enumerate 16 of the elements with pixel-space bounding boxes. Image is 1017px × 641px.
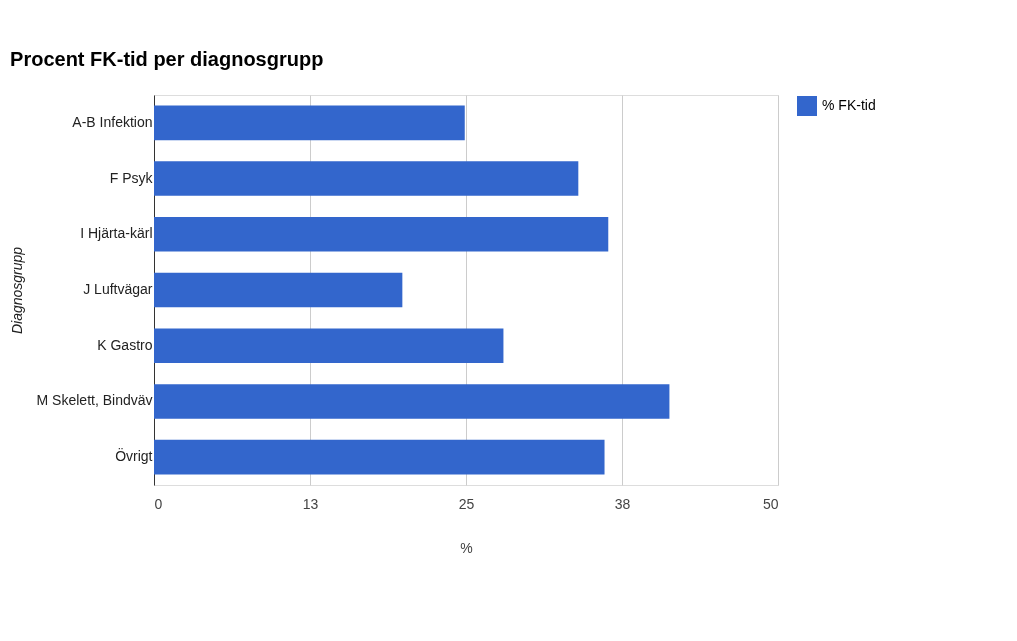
y-tick-label: A-B Infektion [72, 113, 153, 130]
x-tick-label: 13 [302, 495, 319, 512]
x-axis-title: % [460, 539, 473, 556]
x-tick-label: 25 [458, 495, 475, 512]
y-tick-label: Övrigt [115, 447, 153, 465]
x-tick-label: 0 [154, 495, 163, 512]
x-tick-label: 38 [614, 495, 631, 512]
x-tick-label: 50 [762, 495, 779, 512]
y-tick-label: J Luftvägar [83, 281, 153, 297]
y-tick-label: F Psyk [109, 169, 154, 186]
legend-label: % FK-tid [822, 97, 876, 113]
y-tick-label: I Hjärta-kärl [80, 225, 153, 242]
chart-title: Procent FK-tid per diagnosgrupp [10, 48, 324, 70]
y-tick-label: K Gastro [97, 336, 153, 353]
y-tick-label: M Skelett, Bindväv [36, 392, 153, 409]
y-axis-title: Diagnosgrupp [8, 246, 25, 335]
